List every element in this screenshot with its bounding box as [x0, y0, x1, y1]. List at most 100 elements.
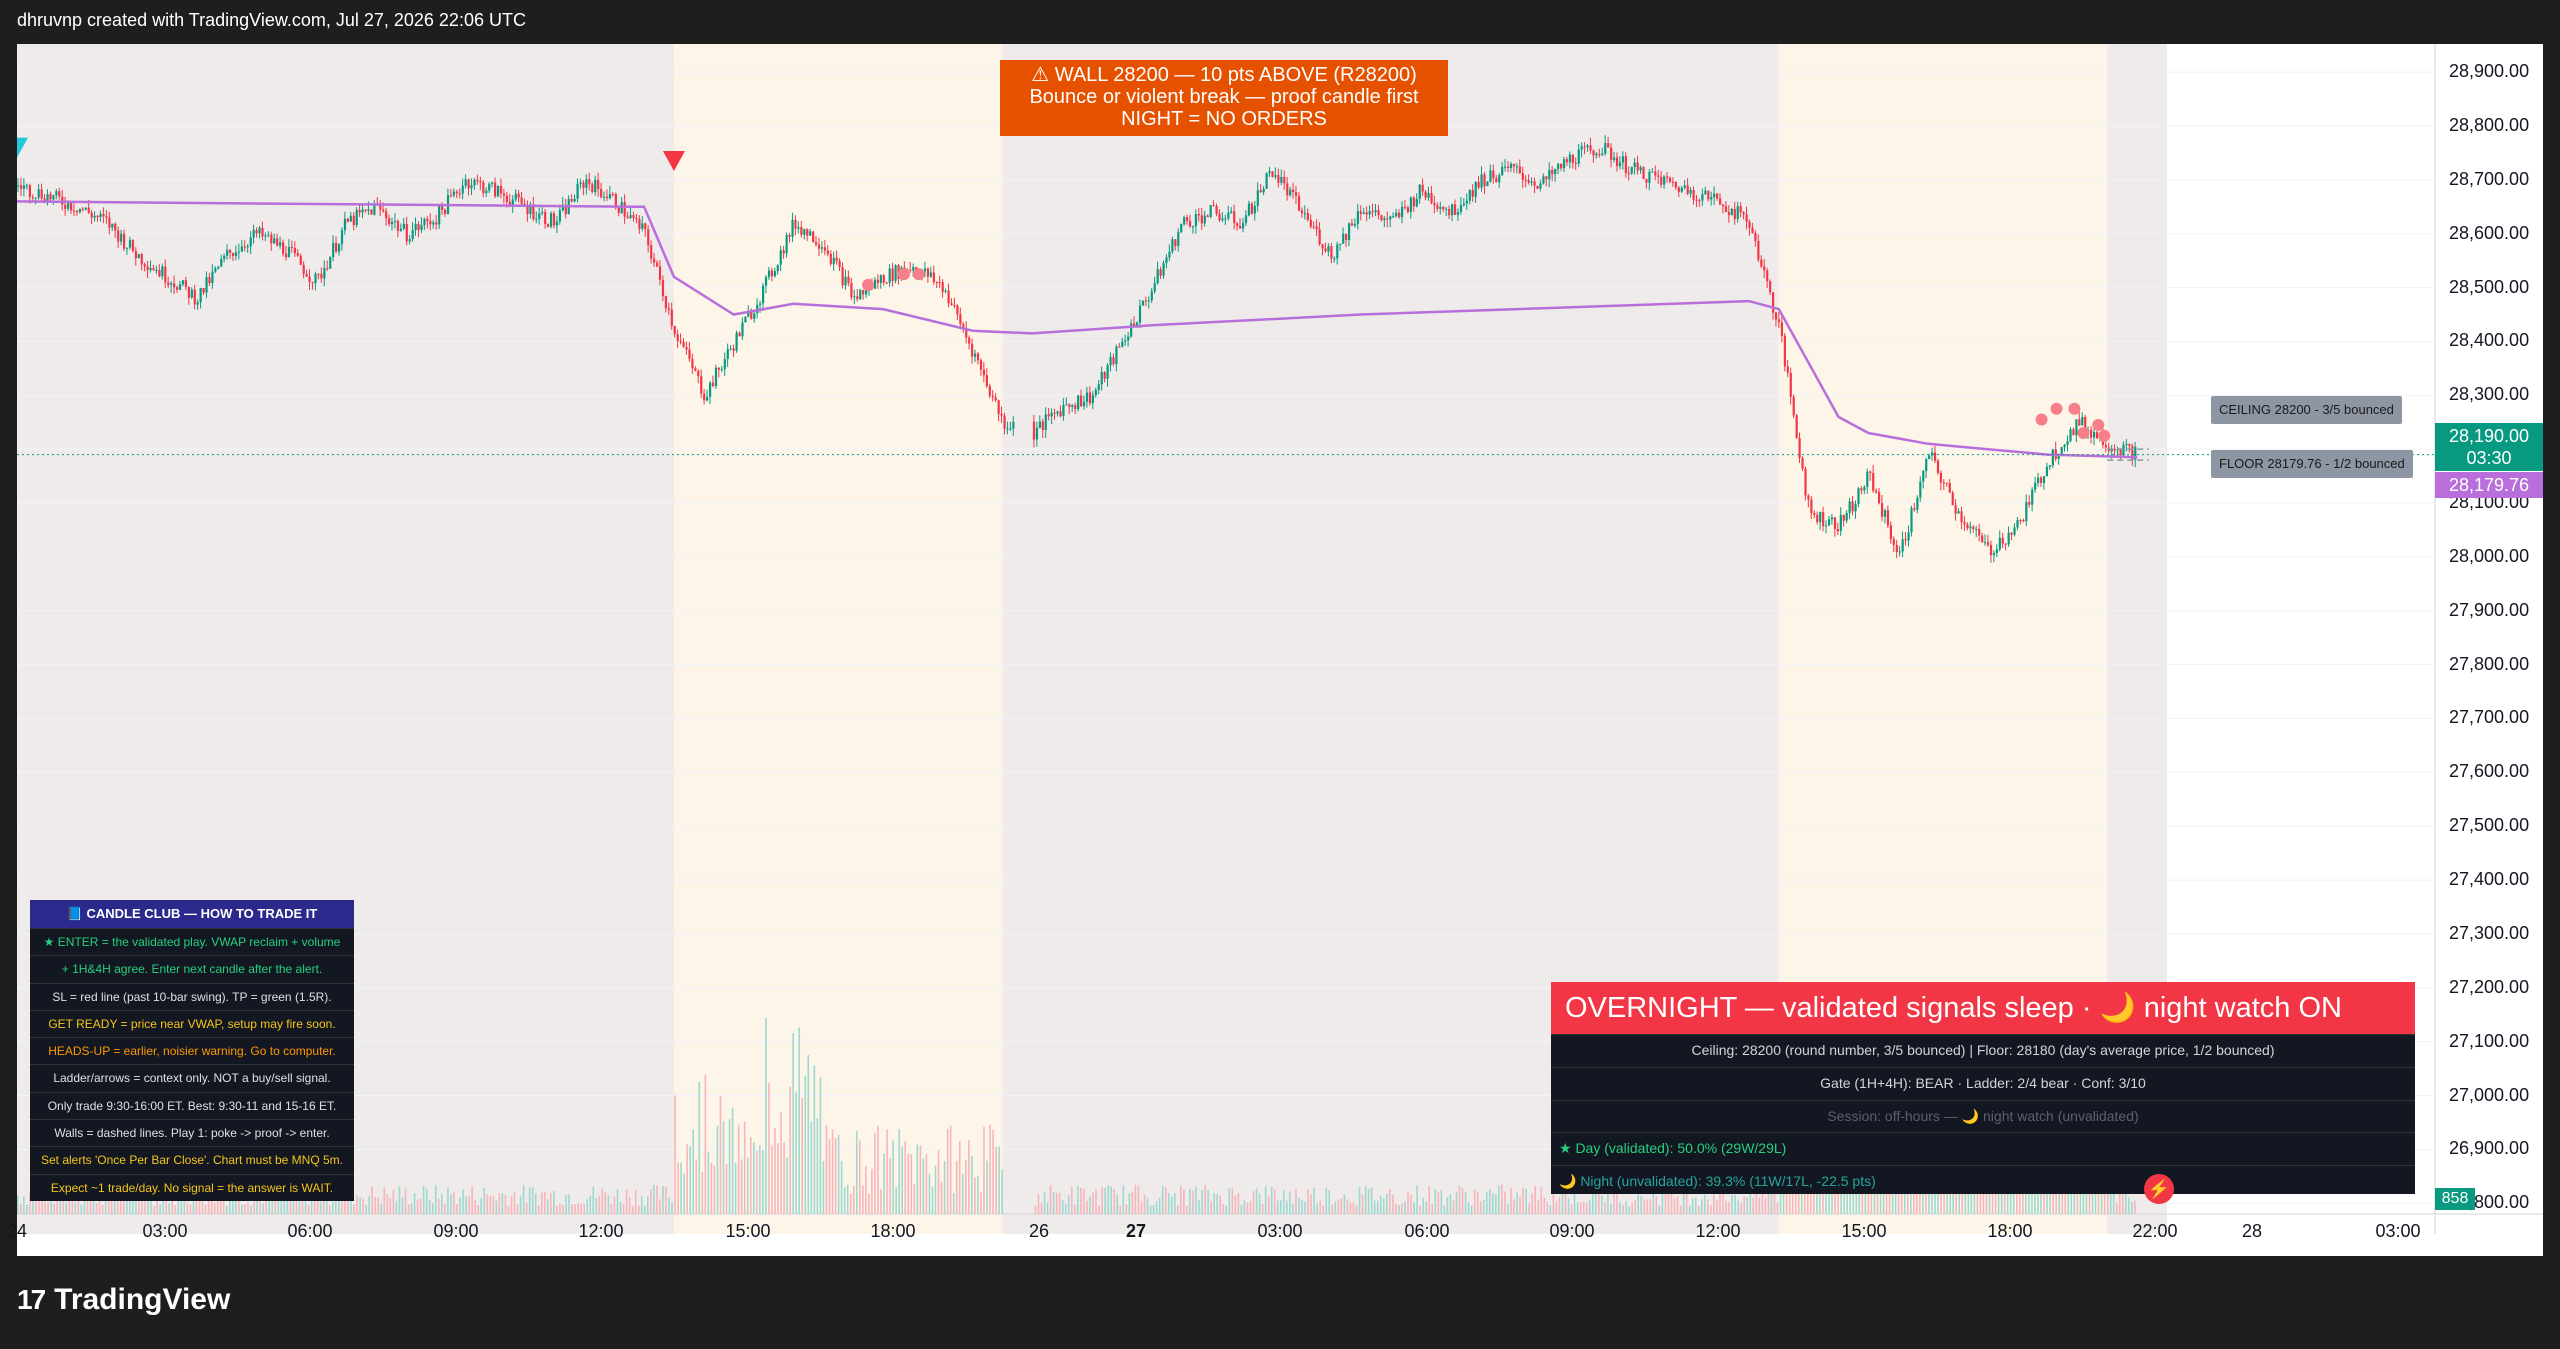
candle-body [850, 282, 853, 298]
volume-bar [2125, 1189, 2127, 1214]
candle-body [1839, 514, 1842, 532]
candle-body [1866, 471, 1869, 487]
volume-bar [32, 1199, 34, 1214]
price-tick-label: 27,500.00 [2449, 815, 2530, 836]
volume-bar [1755, 1184, 1758, 1214]
volume-bar [665, 1186, 667, 1214]
candle-body [685, 347, 688, 350]
candle-body [2116, 449, 2119, 451]
candle-club-rule: HEADS-UP = earlier, noisier warning. Go … [30, 1037, 354, 1064]
volume-bar [1043, 1191, 1046, 1214]
volume-bar [1567, 1198, 1570, 1214]
candle-body [688, 349, 691, 359]
last-price-badge[interactable]: 28,190.00 03:30 [2435, 423, 2543, 471]
candle-body [1719, 198, 1722, 205]
volume-bar [1473, 1189, 1476, 1214]
candle-body [1094, 389, 1097, 396]
candle-body [2004, 543, 2007, 545]
volume-bar [1573, 1186, 1576, 1214]
volume-bar [1676, 1196, 1679, 1214]
volume-bar [1443, 1205, 1446, 1214]
candle-body [108, 217, 111, 228]
volume-bar [925, 1154, 928, 1214]
volume-bar [77, 1198, 80, 1214]
volume-bar [783, 1142, 785, 1214]
candle-body [1530, 181, 1533, 183]
volume-bar [1658, 1205, 1661, 1214]
volume-bar [759, 1145, 761, 1214]
candle-body [1386, 218, 1389, 220]
volume-bar [413, 1193, 416, 1214]
volume-bar [622, 1203, 625, 1214]
candle-body [2001, 537, 2004, 544]
candle-body [1816, 514, 1819, 523]
time-tick-label: 15:00 [1841, 1221, 1887, 1241]
volume-bar [522, 1184, 525, 1214]
candle-club-rule: + 1H&4H agree. Enter next candle after t… [30, 955, 354, 982]
candle-body [455, 191, 458, 194]
candle-body [1324, 248, 1327, 252]
candle-body [1645, 179, 1648, 183]
candle-body [667, 308, 670, 310]
lightning-icon[interactable]: ⚡ [2144, 1174, 2174, 1204]
candle-body [682, 341, 685, 348]
candle-body [803, 229, 806, 235]
candle-body [776, 264, 779, 272]
candle-body [1686, 185, 1689, 194]
candle-body [202, 288, 205, 293]
candle-body [714, 367, 718, 386]
volume-bar [1710, 1204, 1712, 1214]
volume-bar [216, 1192, 219, 1214]
volume-bar [1594, 1189, 1597, 1214]
volume-bar [683, 1173, 685, 1214]
volume-bar [1528, 1203, 1530, 1214]
candle-body [1774, 312, 1778, 320]
candle-body [414, 223, 417, 231]
candle-body [912, 267, 915, 271]
volume-bar [1761, 1192, 1764, 1214]
candle-body [691, 358, 694, 369]
volume-bar [389, 1198, 392, 1214]
volume-bar [919, 1145, 922, 1214]
volume-bar [1764, 1198, 1767, 1214]
candle-body [514, 193, 517, 200]
candle-body [46, 194, 49, 203]
volume-bar [1237, 1192, 1240, 1214]
volume-bar [880, 1189, 882, 1214]
volume-bar [1395, 1203, 1397, 1214]
candle-body [1689, 190, 1692, 194]
candle-body [1925, 459, 1928, 472]
volume-bar [135, 1189, 137, 1214]
candle-body [785, 234, 788, 254]
candle-body [1265, 173, 1268, 189]
volume-bar [1510, 1188, 1512, 1214]
candle-body [1857, 488, 1860, 504]
volume-bar [704, 1074, 707, 1214]
candle-body [1948, 482, 1951, 493]
heads-up-dot [2035, 413, 2048, 426]
volume-bar [1207, 1189, 1209, 1214]
volume-bar [1164, 1187, 1167, 1214]
volume-bar [383, 1187, 386, 1214]
time-tick-label: 03:00 [2375, 1221, 2421, 1241]
volume-bar [1661, 1190, 1664, 1214]
candle-body [494, 182, 497, 197]
candle-body [461, 185, 464, 194]
candle-club-rule: Set alerts 'Once Per Bar Close'. Chart m… [30, 1146, 354, 1173]
candle-body [1436, 205, 1439, 209]
volume-bar [1700, 1199, 1703, 1214]
volume-bar [734, 1162, 737, 1214]
volume-bar [980, 1192, 982, 1214]
volume-bar [937, 1150, 940, 1214]
candle-body [2113, 448, 2116, 451]
candle-body [626, 216, 629, 218]
candle-body [473, 179, 476, 186]
candle-body [176, 287, 179, 290]
volume-bar [1392, 1194, 1394, 1214]
volume-bar [2019, 1178, 2021, 1214]
candle-body [1701, 194, 1704, 201]
candle-body [1389, 216, 1392, 220]
volume-bar [1170, 1196, 1173, 1214]
tradingview-logo[interactable]: 17 TradingView [17, 1283, 230, 1317]
volume-bar [613, 1196, 616, 1214]
